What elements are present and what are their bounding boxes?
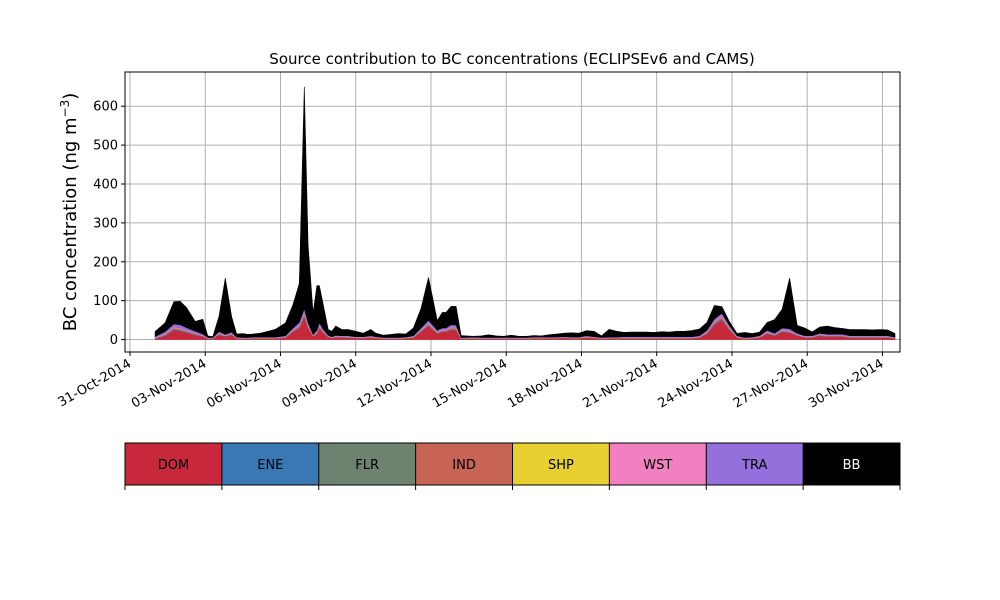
y-tick-label: 200 xyxy=(93,255,118,270)
y-axis: 0 100 200 300 400 500 600 xyxy=(93,100,125,348)
legend-swatch-dom xyxy=(125,443,222,485)
x-tick-label: 09-Nov-2014 xyxy=(279,356,359,411)
legend-swatch-shp xyxy=(512,443,610,485)
y-tick-label: 500 xyxy=(93,139,118,154)
x-tick-label: 27-Nov-2014 xyxy=(731,356,811,411)
x-tick-label: 18-Nov-2014 xyxy=(505,356,585,411)
legend-label-dom: DOM xyxy=(158,458,189,473)
y-tick-label: 100 xyxy=(93,294,118,309)
chart-title: Source contribution to BC concentrations… xyxy=(269,50,754,68)
legend-swatch-wst xyxy=(609,443,707,485)
legend-swatch-ene xyxy=(221,443,319,485)
y-axis-label-superscript: −3 xyxy=(58,100,72,118)
legend-swatch-ind xyxy=(415,443,513,485)
legend-swatch-tra xyxy=(706,443,804,485)
x-tick-label: 15-Nov-2014 xyxy=(430,356,510,411)
legend-label-flr: FLR xyxy=(355,458,379,473)
y-axis-label-close: ) xyxy=(60,93,81,100)
x-tick-label: 21-Nov-2014 xyxy=(580,356,660,411)
x-tick-label: 06-Nov-2014 xyxy=(204,356,284,411)
x-tick-label: 12-Nov-2014 xyxy=(355,356,435,411)
x-axis: 31-Oct-201403-Nov-201406-Nov-201409-Nov-… xyxy=(56,352,886,411)
y-axis-label: BC concentration (ng m−3) xyxy=(58,93,81,332)
x-tick-label: 31-Oct-2014 xyxy=(56,356,134,410)
legend-label-ind: IND xyxy=(452,458,476,473)
x-tick-label: 30-Nov-2014 xyxy=(806,356,886,411)
legend-label-ene: ENE xyxy=(257,458,283,473)
stacked-areas xyxy=(154,86,896,340)
y-tick-label: 300 xyxy=(93,216,118,231)
legend-label-tra: TRA xyxy=(741,458,767,473)
legend-swatch-flr xyxy=(318,443,416,485)
legend-swatch-bb xyxy=(803,443,900,485)
legend-label-wst: WST xyxy=(643,458,672,473)
y-axis-label-text: BC concentration (ng m xyxy=(60,117,81,331)
plot-frame xyxy=(124,71,901,353)
x-tick-label: 03-Nov-2014 xyxy=(129,356,209,411)
area-series-bb xyxy=(154,86,896,338)
legend-label-shp: SHP xyxy=(548,458,574,473)
x-tick-label: 24-Nov-2014 xyxy=(656,356,736,411)
y-tick-label: 400 xyxy=(93,178,118,193)
y-tick-label: 0 xyxy=(110,333,118,348)
legend-label-bb: BB xyxy=(843,458,861,473)
legend-colorbar: DOM ENE FLR IND SHP WST TRA BB xyxy=(124,442,901,490)
y-tick-label: 600 xyxy=(93,100,118,115)
